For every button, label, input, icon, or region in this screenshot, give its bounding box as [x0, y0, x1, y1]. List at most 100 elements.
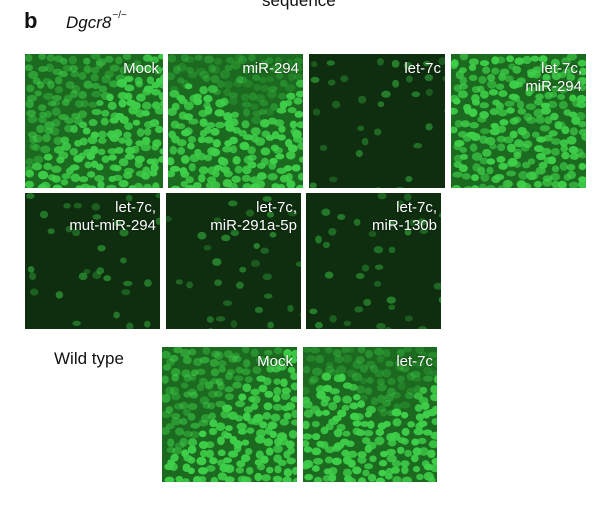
nucleus — [482, 148, 492, 157]
nucleus — [275, 63, 286, 73]
nucleus — [219, 70, 231, 79]
nucleus — [291, 466, 297, 475]
nucleus — [265, 134, 275, 141]
nucleus — [497, 143, 506, 152]
nucleus — [228, 97, 238, 106]
nucleus — [309, 375, 319, 384]
nucleus — [256, 162, 266, 169]
nucleus — [485, 136, 496, 146]
nucleus — [571, 116, 581, 125]
nucleus — [375, 477, 386, 482]
nucleus — [411, 438, 420, 446]
nucleus — [162, 364, 172, 371]
nucleus — [310, 76, 320, 84]
nucleus — [320, 399, 329, 407]
nucleus — [308, 378, 316, 385]
nucleus — [151, 158, 159, 166]
nucleus — [43, 162, 53, 171]
nucleus — [241, 476, 252, 482]
nucleus — [414, 404, 423, 412]
nucleus — [170, 386, 179, 395]
nucleus — [231, 355, 242, 363]
nucleus — [299, 312, 301, 318]
nucleus — [417, 326, 428, 329]
nucleus — [516, 100, 525, 109]
nucleus — [506, 170, 517, 177]
nucleus — [72, 320, 81, 326]
nucleus — [250, 103, 259, 111]
nucleus — [373, 128, 382, 136]
nucleus — [239, 141, 250, 151]
nucleus — [34, 90, 42, 97]
nucleus — [253, 84, 262, 91]
nucleus — [491, 67, 500, 75]
nucleus — [295, 79, 303, 88]
nucleus — [264, 390, 274, 398]
nucleus — [154, 107, 163, 115]
nucleus — [215, 316, 226, 322]
nucleus — [453, 142, 462, 151]
nucleus — [346, 477, 357, 482]
nucleus — [359, 394, 368, 402]
nucleus — [376, 57, 385, 66]
nucleus — [329, 315, 337, 323]
nucleus — [532, 70, 541, 79]
nucleus — [525, 103, 536, 110]
nucleus — [404, 228, 412, 236]
nucleus — [358, 477, 367, 482]
nucleus — [250, 403, 259, 410]
nucleus — [355, 149, 363, 158]
nucleus — [364, 463, 374, 470]
nucleus — [241, 120, 250, 129]
nucleus — [273, 444, 283, 454]
nucleus — [50, 127, 60, 136]
nucleus — [535, 116, 545, 124]
nucleus — [351, 372, 363, 382]
nucleus — [354, 413, 364, 421]
nucleus — [264, 107, 274, 116]
nucleus — [187, 403, 198, 411]
nucleus — [242, 65, 251, 74]
nucleus — [80, 99, 89, 108]
nucleus — [263, 438, 274, 447]
nucleus — [168, 54, 177, 63]
genotype-name: Dgcr8 — [66, 13, 112, 32]
nucleus — [506, 143, 516, 153]
nucleus — [412, 465, 421, 473]
nucleus — [536, 152, 546, 161]
nucleus — [142, 64, 153, 73]
nucleus — [367, 420, 375, 429]
nucleus — [413, 142, 423, 149]
nucleus — [175, 279, 183, 285]
nucleus — [124, 75, 134, 83]
nucleus — [400, 401, 411, 409]
nucleus — [168, 107, 177, 116]
nucleus — [210, 127, 220, 136]
nucleus — [496, 56, 506, 64]
nucleus — [376, 378, 385, 385]
nucleus — [229, 145, 238, 154]
nucleus — [268, 85, 278, 92]
nucleus — [25, 169, 34, 178]
micrograph-label: let-7c, mut-miR-294 — [69, 199, 156, 234]
nucleus — [558, 86, 568, 94]
nucleus — [287, 366, 296, 374]
nucleus — [214, 109, 225, 117]
nucleus — [370, 396, 379, 406]
nucleus — [224, 64, 233, 72]
nucleus — [235, 75, 244, 84]
nucleus — [69, 148, 79, 156]
nucleus — [427, 449, 436, 459]
nucleus — [285, 402, 296, 411]
nucleus — [173, 403, 184, 410]
nucleus — [357, 95, 367, 104]
nucleus — [538, 55, 548, 63]
nucleus — [166, 446, 176, 454]
nucleus — [182, 478, 190, 482]
nucleus — [233, 79, 243, 88]
nucleus — [159, 148, 163, 155]
nucleus — [369, 455, 377, 463]
nucleus — [209, 358, 219, 368]
nucleus — [286, 92, 296, 101]
nucleus — [373, 246, 384, 254]
